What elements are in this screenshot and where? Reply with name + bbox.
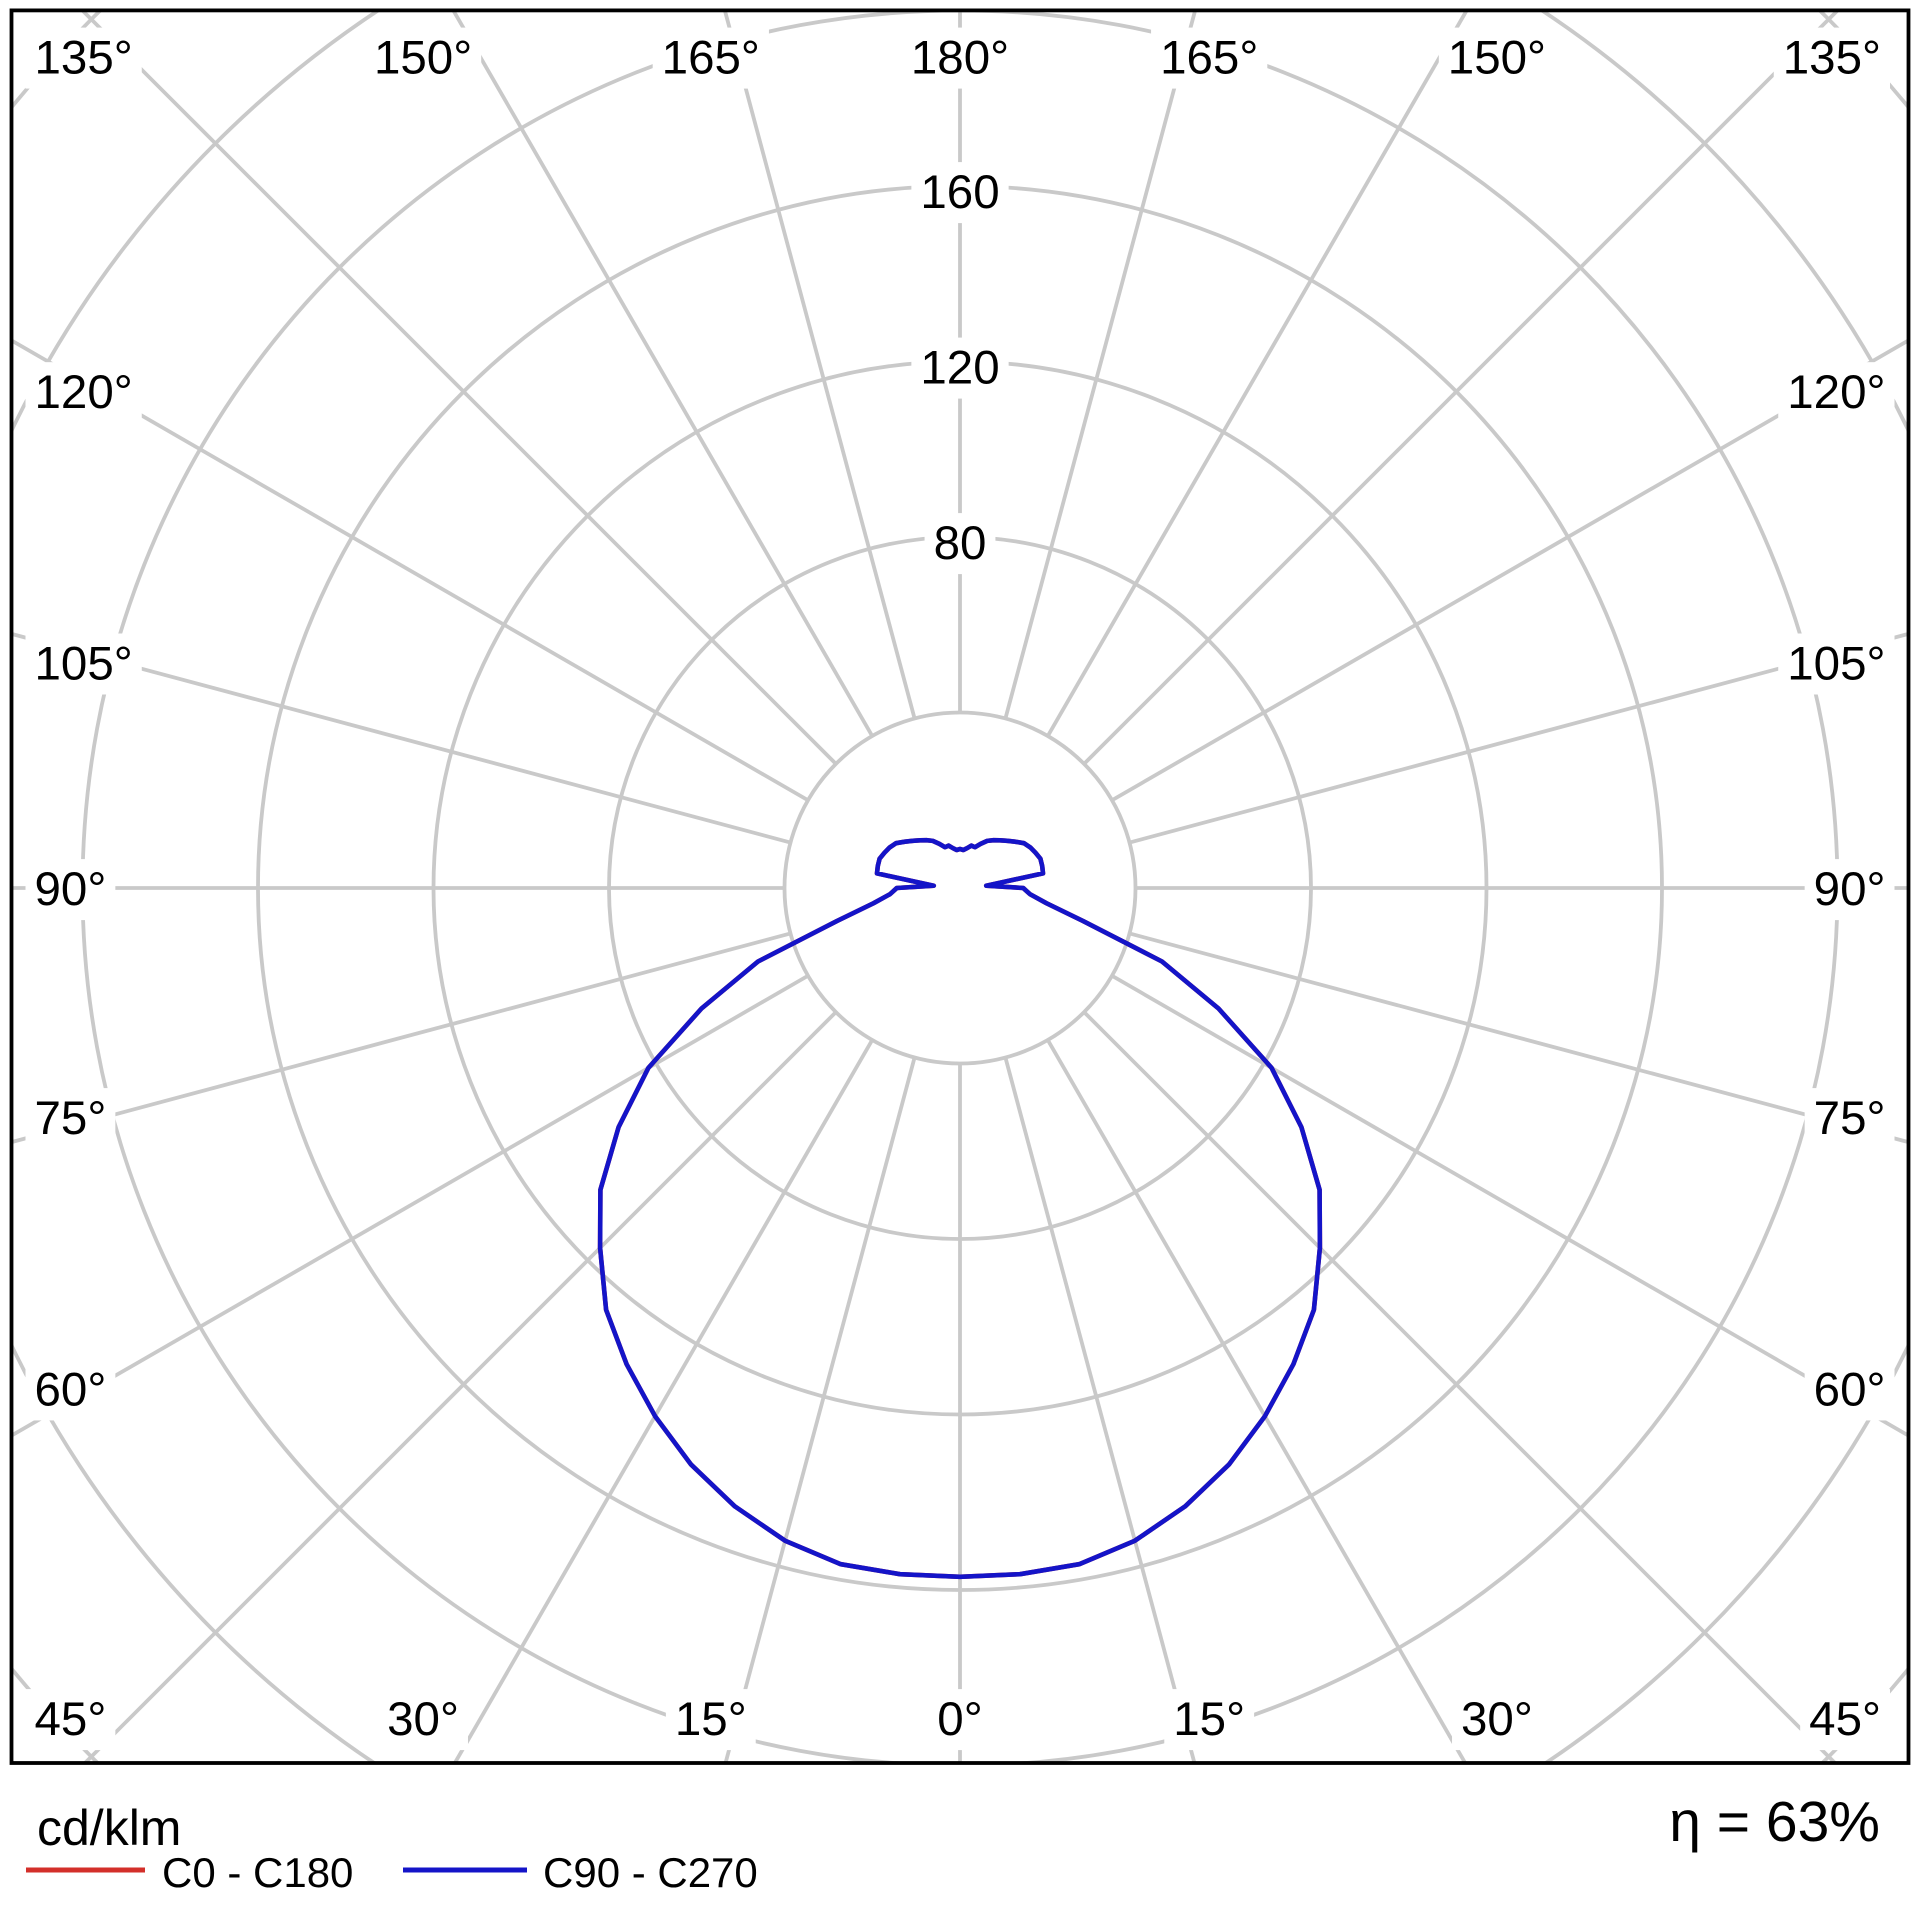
- label-mask: [25, 633, 142, 695]
- angle-label-top: 165°: [1160, 32, 1258, 85]
- label-mask: [364, 27, 482, 89]
- label-mask: [1804, 1088, 1895, 1150]
- angle-label-right: 60°: [1814, 1363, 1886, 1416]
- curve-c90-c270: [597, 837, 1323, 1580]
- grid-ray: [1111, 974, 1909, 1438]
- angle-label-right: 120°: [1787, 366, 1885, 419]
- label-mask: [911, 162, 1009, 224]
- grid-ray: [1129, 931, 1909, 1145]
- label-mask: [1773, 27, 1890, 89]
- grid-ray: [11, 631, 791, 845]
- angle-label-bottom: 0°: [937, 1693, 982, 1746]
- unit-label: cd/klm: [37, 1800, 181, 1856]
- grid-ray: [11, 338, 809, 802]
- footer: cd/klm η = 63% C0 - C180 C90 - C270: [26, 1790, 1880, 1896]
- angle-label-top: 165°: [662, 32, 760, 85]
- label-mask: [25, 1359, 116, 1421]
- angle-label-right: 105°: [1787, 638, 1885, 691]
- grid-ray: [1082, 1010, 1838, 1763]
- label-mask: [1804, 1359, 1895, 1421]
- label-mask: [652, 27, 769, 89]
- label-mask: [928, 1689, 992, 1751]
- angle-label-bottom: 15°: [1173, 1693, 1245, 1746]
- radius-label: 120: [920, 342, 999, 395]
- angle-label-top: 150°: [1448, 32, 1546, 85]
- angle-label-top: 150°: [374, 32, 472, 85]
- label-mask: [378, 1689, 468, 1751]
- label-mask: [25, 1088, 116, 1150]
- label-mask: [25, 1689, 116, 1751]
- angle-label-left: 75°: [35, 1092, 107, 1145]
- angle-label-top: 135°: [35, 32, 133, 85]
- grid-ray: [1046, 1039, 1468, 1763]
- angle-label-left: 60°: [35, 1363, 107, 1416]
- label-mask: [1804, 859, 1895, 921]
- angle-label-right: 90°: [1814, 863, 1886, 916]
- angle-label-bottom: 15°: [675, 1693, 747, 1746]
- angle-label-left: 90°: [35, 863, 107, 916]
- axis-labels: 135° 150° 165° 180° 165° 150° 135° 45° 30° 15° 0° 1…: [25, 27, 1895, 1751]
- plot-frame: [9, 8, 1911, 1765]
- label-mask: [25, 859, 116, 921]
- label-mask: [1800, 1689, 1890, 1751]
- label-mask: [25, 27, 142, 89]
- label-mask: [1438, 27, 1556, 89]
- grid-ray: [82, 1010, 838, 1763]
- legend-label-c90: C90 - C270: [543, 1849, 758, 1896]
- label-mask: [25, 362, 142, 424]
- grid-ray: [1111, 338, 1909, 802]
- angle-label-bottom: 45°: [1809, 1693, 1881, 1746]
- efficiency-label: η = 63%: [1669, 1790, 1880, 1854]
- angle-label-bottom: 30°: [1461, 1693, 1533, 1746]
- label-mask: [665, 1689, 756, 1751]
- label-mask: [1452, 1689, 1542, 1751]
- grid-ray: [1082, 10, 1841, 766]
- grid-ray: [79, 10, 838, 766]
- angle-label-bottom: 45°: [35, 1693, 107, 1746]
- label-mask: [1778, 362, 1895, 424]
- angle-label-left: 120°: [35, 366, 133, 419]
- legend-label-c0: C0 - C180: [162, 1849, 353, 1896]
- grid-ray: [11, 931, 791, 1145]
- angle-label-bottom: 30°: [387, 1693, 459, 1746]
- label-mask: [911, 337, 1009, 399]
- grid-ray: [1046, 10, 1469, 737]
- grid-ray: [452, 1039, 874, 1763]
- radius-label: 160: [920, 166, 999, 219]
- label-mask: [1778, 633, 1895, 695]
- label-mask: [1151, 27, 1268, 89]
- angle-label-right: 75°: [1814, 1092, 1886, 1145]
- angle-label-top: 180°: [911, 32, 1009, 85]
- radius-label: 80: [934, 517, 987, 570]
- grid-ray: [11, 974, 809, 1438]
- grid-ray: [451, 10, 874, 737]
- label-mask: [924, 513, 996, 575]
- label-mask: [1164, 1689, 1255, 1751]
- grid-ray: [1129, 631, 1909, 845]
- label-mask: [901, 27, 1019, 89]
- angle-label-left: 105°: [35, 638, 133, 691]
- angle-label-top: 135°: [1783, 32, 1881, 85]
